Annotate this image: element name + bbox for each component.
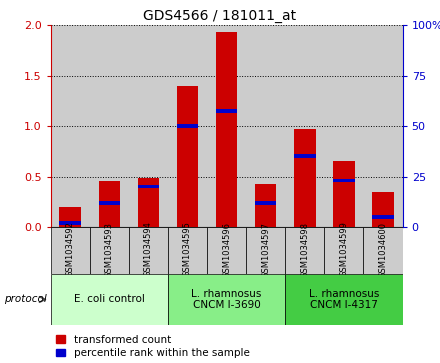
Text: L. rhamnosus
CNCM I-3690: L. rhamnosus CNCM I-3690 xyxy=(191,289,262,310)
Bar xyxy=(51,25,90,227)
Bar xyxy=(372,215,394,219)
Bar xyxy=(207,25,246,227)
Text: GSM1034592: GSM1034592 xyxy=(66,221,75,277)
Bar xyxy=(129,25,168,227)
Text: E. coli control: E. coli control xyxy=(74,294,145,305)
Bar xyxy=(324,227,363,274)
Bar xyxy=(333,179,355,183)
Text: GSM1034597: GSM1034597 xyxy=(261,221,270,278)
Bar xyxy=(168,25,207,227)
Bar xyxy=(255,184,276,227)
Text: GSM1034598: GSM1034598 xyxy=(301,221,309,278)
Text: GSM1034595: GSM1034595 xyxy=(183,221,192,277)
Bar xyxy=(294,129,315,227)
Bar xyxy=(90,227,129,274)
Bar xyxy=(59,207,81,227)
Bar xyxy=(99,201,120,205)
Text: GSM1034594: GSM1034594 xyxy=(144,221,153,277)
Bar xyxy=(216,32,237,227)
Bar xyxy=(333,162,355,227)
Text: GSM1034593: GSM1034593 xyxy=(105,221,114,278)
Bar xyxy=(138,178,159,227)
Bar xyxy=(363,227,403,274)
Text: GDS4566 / 181011_at: GDS4566 / 181011_at xyxy=(143,9,297,23)
Bar xyxy=(90,25,129,227)
Text: L. rhamnosus
CNCM I-4317: L. rhamnosus CNCM I-4317 xyxy=(309,289,379,310)
Text: protocol: protocol xyxy=(4,294,47,305)
Bar xyxy=(177,124,198,128)
Bar xyxy=(285,25,324,227)
Bar xyxy=(285,227,324,274)
Legend: transformed count, percentile rank within the sample: transformed count, percentile rank withi… xyxy=(56,335,249,358)
Bar xyxy=(294,154,315,158)
Bar xyxy=(168,227,207,274)
Bar xyxy=(363,25,403,227)
Bar xyxy=(129,227,168,274)
Bar xyxy=(207,227,246,274)
Bar xyxy=(255,201,276,205)
Bar xyxy=(246,25,285,227)
Text: GSM1034599: GSM1034599 xyxy=(339,221,348,277)
Bar xyxy=(168,274,285,325)
Bar xyxy=(177,86,198,227)
Text: GSM1034600: GSM1034600 xyxy=(378,221,388,278)
Text: GSM1034596: GSM1034596 xyxy=(222,221,231,278)
Bar xyxy=(51,227,90,274)
Bar xyxy=(51,274,168,325)
Bar xyxy=(324,25,363,227)
Bar xyxy=(285,274,403,325)
Bar xyxy=(59,221,81,225)
Bar xyxy=(372,192,394,227)
Bar xyxy=(99,180,120,227)
Bar xyxy=(216,109,237,113)
Bar xyxy=(138,185,159,188)
Bar xyxy=(246,227,285,274)
